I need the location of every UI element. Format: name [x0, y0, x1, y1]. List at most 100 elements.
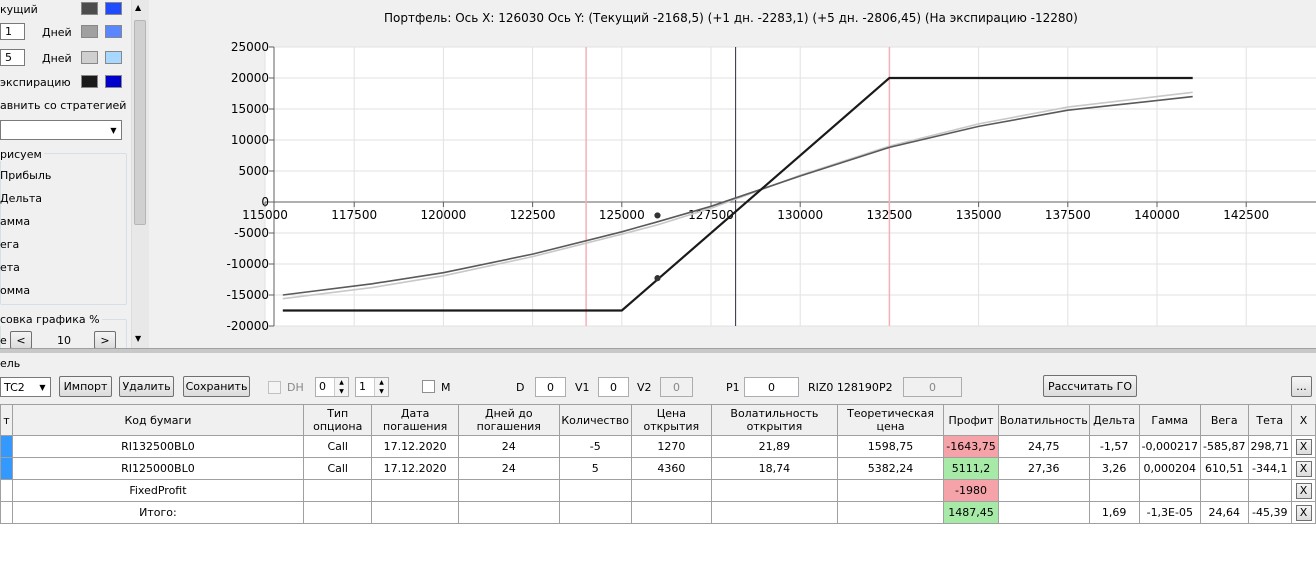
cell-open-volatility[interactable]: 21,89	[710, 435, 838, 458]
col-header-days-to-expiry[interactable]: Дней до погашения	[457, 404, 560, 436]
spin-updown-icon[interactable]: ▲ ▼	[374, 378, 388, 396]
spin-updown-icon[interactable]: ▲ ▼	[334, 378, 348, 396]
col-header-open-price[interactable]: Цена открытия	[630, 404, 712, 436]
cell-open-price[interactable]	[630, 479, 712, 502]
cell-gamma[interactable]	[1138, 479, 1202, 502]
cell-option-type[interactable]	[302, 479, 373, 502]
cell-option-type[interactable]: Call	[302, 435, 373, 458]
cell-delta[interactable]: -1,57	[1088, 435, 1140, 458]
cell-code[interactable]: RI132500BL0	[11, 435, 304, 458]
cell-gamma[interactable]: -0,000217	[1138, 435, 1202, 458]
row-selector[interactable]	[0, 479, 13, 502]
cell-theta[interactable]	[1247, 479, 1292, 502]
percent-decrease-button[interactable]: <	[10, 331, 32, 348]
cell-quantity[interactable]: 5	[558, 457, 632, 480]
scroll-up-icon[interactable]: ▲	[135, 3, 142, 12]
col-header-option-type[interactable]: Тип опциона	[302, 404, 373, 436]
cell-theta[interactable]: 298,71	[1247, 435, 1292, 458]
expiration-color-swatch-alt[interactable]	[105, 75, 122, 88]
table-row-total[interactable]: Итого: 1487,45 1,69 -1,3E-05 24,64 -45,3…	[0, 501, 1316, 524]
p2-input[interactable]: 0	[903, 377, 962, 397]
current-color-swatch-alt[interactable]	[105, 2, 122, 15]
panel-splitter[interactable]	[0, 348, 1316, 353]
calculate-margin-button[interactable]: Рассчитать ГО	[1043, 375, 1137, 397]
v2-input[interactable]: 0	[660, 377, 693, 397]
row-selector[interactable]	[0, 501, 13, 524]
spin-input-1[interactable]: 0 ▲ ▼	[315, 377, 349, 397]
cell-gamma[interactable]: 0,000204	[1138, 457, 1202, 480]
col-header-vega[interactable]: Вега	[1200, 404, 1249, 436]
cell-theoretical-price[interactable]	[836, 479, 945, 502]
remove-row-button[interactable]: X	[1295, 460, 1312, 477]
draw-delta-option[interactable]: Дельта	[0, 192, 43, 205]
col-header-theoretical-price[interactable]: Теоретическая цена	[836, 404, 945, 436]
cell-expiry-date[interactable]	[371, 479, 459, 502]
cell-vega[interactable]: 610,51	[1200, 457, 1249, 480]
cell-expiry-date[interactable]: 17.12.2020	[371, 435, 459, 458]
cell-profit[interactable]: 5111,2	[943, 457, 999, 480]
cell-code[interactable]: RI125000BL0	[11, 457, 304, 480]
col-header-theta[interactable]: Тета	[1247, 404, 1292, 436]
scrollbar-thumb[interactable]	[134, 20, 146, 225]
current-color-swatch[interactable]	[81, 2, 98, 15]
col-header-code[interactable]: Код бумаги	[11, 404, 304, 436]
draw-gamma-option[interactable]: амма	[0, 215, 31, 228]
draw-theta-option[interactable]: ета	[0, 261, 20, 274]
cell-days[interactable]: 24	[457, 435, 560, 458]
cell-quantity[interactable]: -5	[558, 435, 632, 458]
table-row[interactable]: FixedProfit -1980 X	[0, 479, 1316, 502]
cell-vega[interactable]: -585,87	[1200, 435, 1249, 458]
compare-strategy-combo[interactable]: ▼	[0, 120, 122, 140]
expiration-color-swatch[interactable]	[81, 75, 98, 88]
col-header-expiry-date[interactable]: Дата погашения	[371, 404, 459, 436]
cell-quantity[interactable]	[558, 479, 632, 502]
cell-profit[interactable]: -1643,75	[943, 435, 999, 458]
save-button[interactable]: Сохранить	[183, 376, 250, 397]
col-header-delta[interactable]: Дельта	[1088, 404, 1140, 436]
days5-color-swatch[interactable]	[81, 51, 98, 64]
row-selector[interactable]	[0, 435, 13, 458]
m-checkbox[interactable]	[422, 380, 435, 393]
col-header-volatility[interactable]: Волатильность	[997, 404, 1090, 436]
table-row[interactable]: RI132500BL0 Call 17.12.2020 24 -5 1270 2…	[0, 435, 1316, 458]
spin-input-2[interactable]: 1 ▲ ▼	[355, 377, 389, 397]
payoff-chart[interactable]: Портфель: Ось X: 126030 Ось Y: (Текущий …	[150, 0, 1316, 348]
cell-days[interactable]	[457, 479, 560, 502]
col-header-open-volatility[interactable]: Волатильность открытия	[710, 404, 838, 436]
cell-volatility[interactable]: 27,36	[997, 457, 1090, 480]
col-header-profit[interactable]: Профит	[943, 404, 999, 436]
v1-input[interactable]: 0	[598, 377, 629, 397]
scroll-down-icon[interactable]: ▼	[135, 334, 142, 343]
more-button[interactable]: ...	[1291, 376, 1312, 397]
cell-code[interactable]: FixedProfit	[11, 479, 304, 502]
cell-delta[interactable]	[1088, 479, 1140, 502]
col-header-gamma[interactable]: Гамма	[1138, 404, 1202, 436]
days1-input[interactable]: 1	[0, 23, 25, 40]
cell-days[interactable]: 24	[457, 457, 560, 480]
cell-vega[interactable]	[1200, 479, 1249, 502]
col-header-type[interactable]: т	[0, 404, 13, 436]
col-header-quantity[interactable]: Количество	[558, 404, 632, 436]
cell-theta[interactable]: -344,1	[1247, 457, 1292, 480]
remove-row-button[interactable]: X	[1295, 482, 1312, 499]
row-selector[interactable]	[0, 457, 13, 480]
cell-volatility[interactable]: 24,75	[997, 435, 1090, 458]
days1-color-swatch[interactable]	[81, 25, 98, 38]
cell-option-type[interactable]: Call	[302, 457, 373, 480]
percent-increase-button[interactable]: >	[94, 331, 116, 348]
cell-delta[interactable]: 3,26	[1088, 457, 1140, 480]
table-row[interactable]: RI125000BL0 Call 17.12.2020 24 5 4360 18…	[0, 457, 1316, 480]
cell-open-volatility[interactable]	[710, 479, 838, 502]
cell-open-price[interactable]: 4360	[630, 457, 712, 480]
cell-theoretical-price[interactable]: 5382,24	[836, 457, 945, 480]
draw-vega-option[interactable]: ега	[0, 238, 20, 251]
import-button[interactable]: Импорт	[59, 376, 112, 397]
days5-color-swatch-alt[interactable]	[105, 51, 122, 64]
delete-button[interactable]: Удалить	[119, 376, 174, 397]
settings-scrollbar[interactable]: ▲ ▼	[131, 0, 149, 348]
cell-open-price[interactable]: 1270	[630, 435, 712, 458]
remove-row-button[interactable]: X	[1295, 438, 1312, 455]
draw-profit-option[interactable]: Прибыль	[0, 169, 52, 182]
days1-color-swatch-alt[interactable]	[105, 25, 122, 38]
portfolio-combo[interactable]: TC2 ▼	[0, 377, 51, 397]
